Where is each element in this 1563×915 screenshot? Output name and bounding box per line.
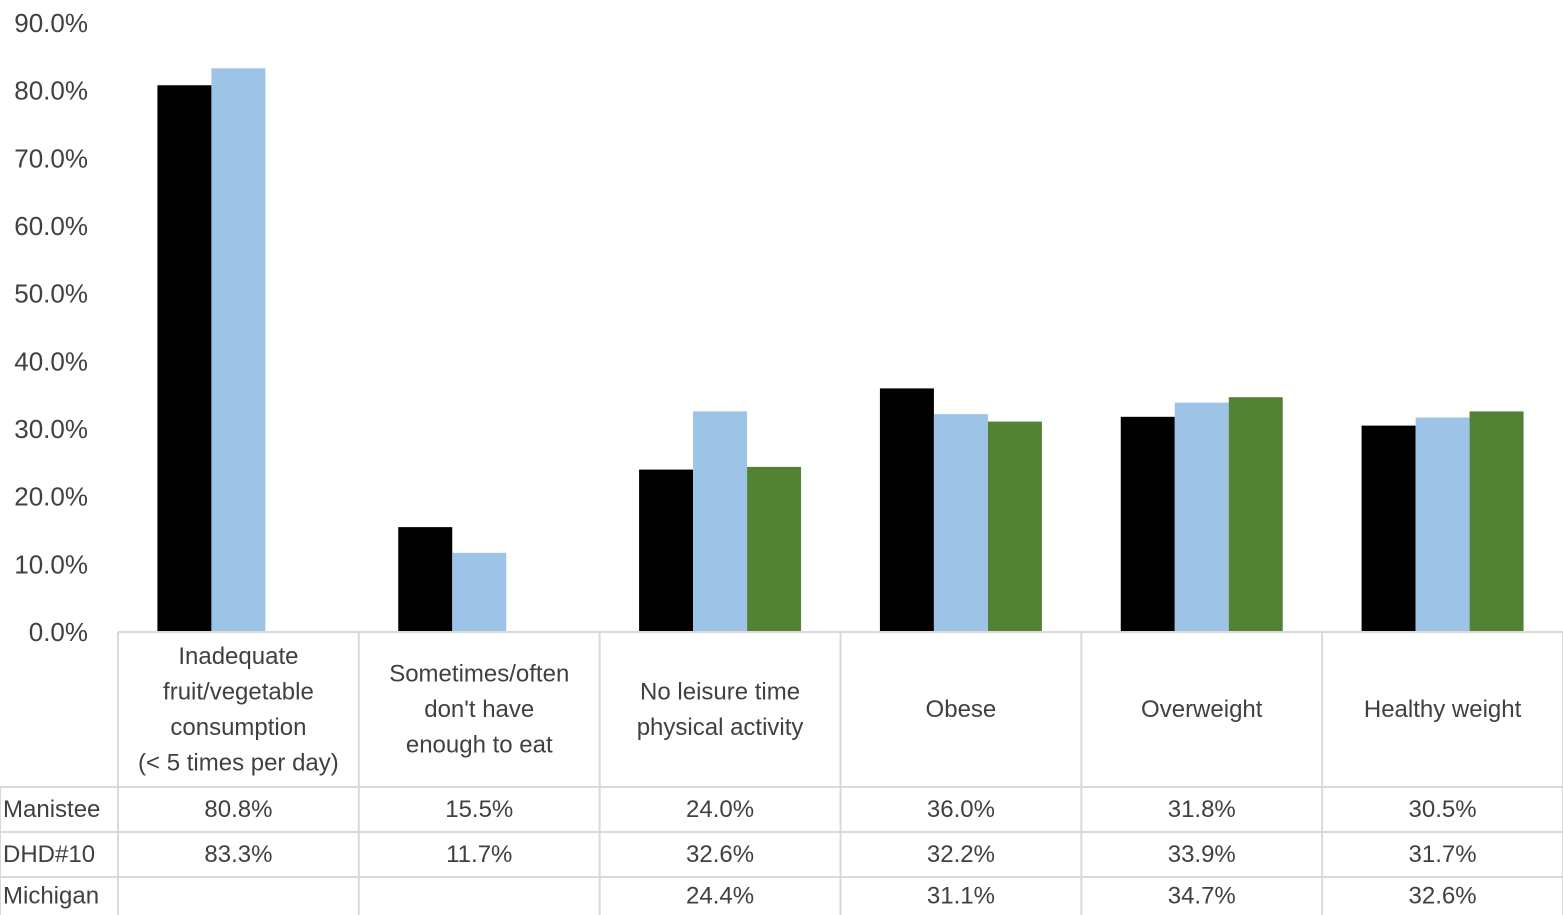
y-tick-label: 50.0% — [14, 279, 88, 309]
series-row-label: DHD#10 — [3, 841, 95, 868]
data-label: 24.0% — [686, 796, 754, 823]
bar-michigan — [1228, 397, 1283, 632]
category-label: No leisure time — [640, 678, 800, 705]
bar-dhd-10 — [693, 411, 748, 632]
bar-manistee — [879, 388, 934, 632]
y-tick-label: 80.0% — [14, 76, 88, 106]
data-label: 33.9% — [1168, 841, 1236, 868]
bar-manistee — [1361, 425, 1416, 632]
data-label: 31.8% — [1168, 796, 1236, 823]
bar-michigan — [1469, 411, 1524, 632]
y-tick-label: 20.0% — [14, 482, 88, 512]
y-tick-label: 10.0% — [14, 549, 88, 579]
category-label: fruit/vegetable — [163, 678, 314, 705]
bar-manistee — [398, 527, 453, 632]
bar-manistee — [1120, 416, 1175, 632]
data-label: 31.7% — [1409, 841, 1477, 868]
category-label: physical activity — [637, 714, 804, 741]
category-label: enough to eat — [406, 732, 553, 759]
data-label: 24.4% — [686, 883, 754, 910]
data-label: 30.5% — [1409, 796, 1477, 823]
data-label: 32.2% — [927, 841, 995, 868]
bar-dhd-10 — [1415, 417, 1470, 632]
data-label: 34.7% — [1168, 883, 1236, 910]
series-row-label: Manistee — [3, 796, 100, 823]
category-label: Sometimes/often — [389, 661, 569, 688]
category-label: consumption — [170, 714, 306, 741]
bar-dhd-10 — [452, 552, 507, 632]
category-label: Obese — [926, 696, 997, 723]
series-row-label: Michigan — [3, 883, 99, 910]
data-label: 80.8% — [204, 796, 272, 823]
bar-michigan — [747, 466, 802, 632]
data-label: 15.5% — [445, 796, 513, 823]
y-tick-label: 60.0% — [14, 211, 88, 241]
y-tick-label: 90.0% — [14, 8, 88, 38]
category-label: Inadequate — [178, 643, 298, 670]
y-tick-label: 70.0% — [14, 143, 88, 173]
data-label: 32.6% — [1409, 883, 1477, 910]
y-tick-label: 40.0% — [14, 346, 88, 376]
bar-dhd-10 — [211, 68, 266, 632]
y-tick-label: 0.0% — [29, 617, 88, 647]
y-tick-label: 30.0% — [14, 414, 88, 444]
data-label: 83.3% — [204, 841, 272, 868]
bar-manistee — [639, 469, 694, 632]
bar-michigan — [987, 421, 1042, 632]
data-label: 36.0% — [927, 796, 995, 823]
data-label: 31.1% — [927, 883, 995, 910]
data-label: 11.7% — [446, 841, 512, 868]
category-label: (< 5 times per day) — [138, 749, 339, 776]
bar-dhd-10 — [1174, 402, 1229, 632]
bar-dhd-10 — [933, 414, 988, 632]
bar-manistee — [157, 85, 212, 632]
data-label: 32.6% — [686, 841, 754, 868]
category-label: don't have — [424, 696, 534, 723]
category-label: Overweight — [1141, 696, 1263, 723]
category-label: Healthy weight — [1364, 696, 1522, 723]
